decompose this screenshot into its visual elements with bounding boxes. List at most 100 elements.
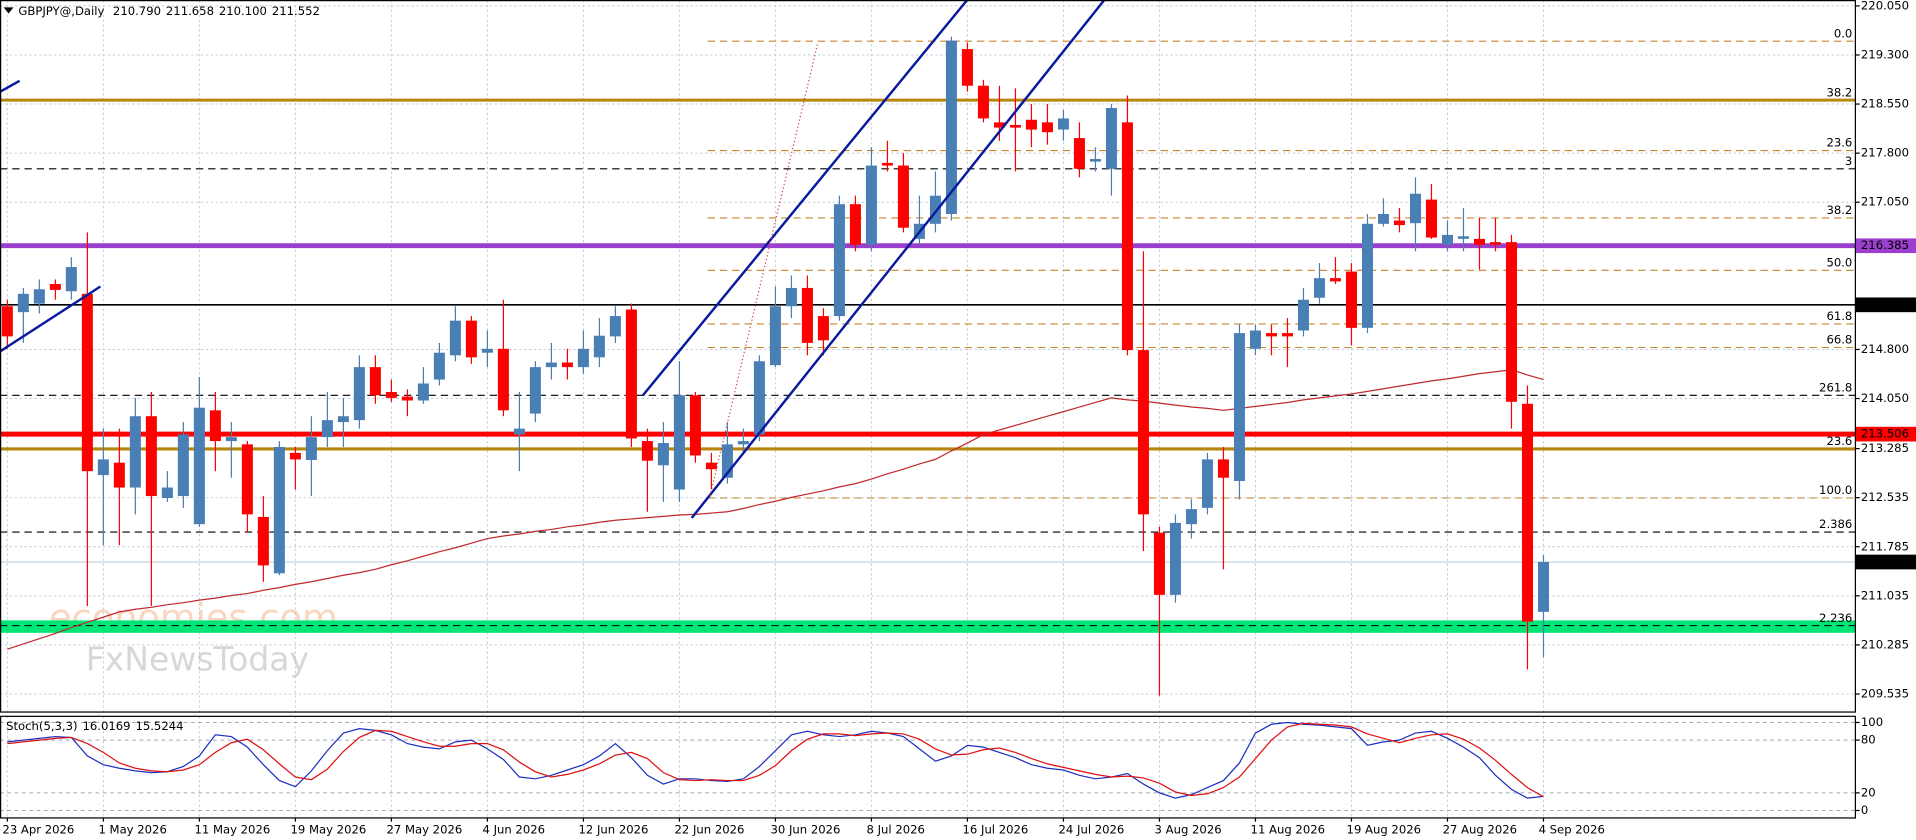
candle-body — [1409, 193, 1421, 224]
candle-body — [1265, 333, 1277, 337]
stoch-line — [7, 722, 1544, 798]
candle-body — [1041, 122, 1053, 133]
candle-body — [1393, 220, 1405, 226]
candle-body — [593, 335, 605, 358]
candle-body — [673, 395, 685, 490]
x-tick-label: 19 Aug 2026 — [1347, 823, 1421, 837]
x-tick-label: 4 Jun 2026 — [482, 823, 545, 837]
candle-body — [1361, 223, 1373, 328]
candle-body — [801, 287, 813, 343]
candle-body — [1489, 242, 1501, 245]
candle-body — [1201, 459, 1213, 508]
x-tick-label: 24 Jul 2026 — [1059, 823, 1125, 837]
price-tag — [1856, 426, 1916, 442]
candle-body — [609, 316, 621, 337]
candle-body — [1217, 459, 1229, 478]
level-label: 3 — [1845, 154, 1852, 168]
level-label: 38.2 — [1826, 203, 1852, 217]
candle-body — [161, 487, 173, 499]
candle-body — [1089, 159, 1101, 162]
candle-body — [513, 428, 525, 435]
candle-body — [17, 293, 29, 313]
x-tick-label: 3 Aug 2026 — [1155, 823, 1222, 837]
menu-arrow[interactable] — [3, 7, 14, 14]
price-tag-label: 211.552 — [1861, 555, 1909, 569]
candle-body — [449, 320, 461, 356]
candle-body — [1457, 236, 1469, 239]
ohlc-open: 210.790 — [113, 4, 161, 18]
candle-body — [1441, 234, 1453, 245]
candle-body — [993, 122, 1005, 128]
candle-body — [657, 443, 669, 466]
trendlines — [0, 0, 1106, 519]
candle-body — [689, 395, 701, 456]
candle-body — [1121, 122, 1133, 351]
candle-body — [481, 348, 493, 353]
candle-body — [289, 452, 301, 460]
moving-average — [7, 369, 1544, 650]
candle-body — [1137, 350, 1149, 515]
candle-body — [737, 441, 749, 445]
level-label: 2.236 — [1819, 611, 1852, 625]
price-tag-label: 215.482 — [1861, 297, 1909, 311]
indicator-title: Stoch(5,3,3) — [6, 719, 77, 733]
candle-body — [129, 416, 141, 488]
candle-body — [961, 49, 973, 86]
y-tick-label: 217.050 — [1861, 195, 1909, 209]
candle-body — [1377, 213, 1389, 224]
candle-body — [1249, 330, 1261, 349]
stoch-k-value: 16.0169 — [82, 719, 130, 733]
candle-body — [369, 367, 381, 396]
y-tick-label: 214.050 — [1861, 391, 1909, 405]
x-tick-label: 30 Jun 2026 — [771, 823, 841, 837]
x-tick-label: 16 Jul 2026 — [963, 823, 1029, 837]
candle-body — [65, 266, 77, 292]
candle-body — [385, 391, 397, 398]
candle-body — [337, 416, 349, 423]
candle-body — [1425, 199, 1437, 238]
candle-body — [1057, 118, 1069, 130]
level-label: 2.386 — [1819, 517, 1852, 531]
candle-body — [81, 293, 93, 472]
candle-body — [1233, 333, 1245, 481]
y-tick-label: 0 — [1861, 803, 1868, 817]
candle-body — [1153, 532, 1165, 595]
candle-body — [1537, 562, 1549, 612]
price-tag-label: 216.385 — [1861, 238, 1909, 252]
y-tick-label: 80 — [1861, 733, 1876, 747]
candle-body — [1073, 138, 1085, 169]
candle-body — [353, 367, 365, 421]
candle-body — [1185, 509, 1197, 525]
candle-body — [1025, 119, 1037, 130]
data-layer: 0.0 23.6 3 38.2 50.0 61.8 66.8 261.8 100.0 2.386 2… — [0, 26, 1857, 799]
candle-body — [1169, 522, 1181, 595]
candle-body — [833, 204, 845, 317]
candle-body — [529, 367, 541, 414]
channel-line — [690, 0, 1106, 519]
x-tick-label: 22 Jun 2026 — [675, 823, 745, 837]
candle-body — [241, 444, 253, 515]
y-tick-label: 214.800 — [1861, 342, 1909, 356]
candle-body — [545, 362, 557, 368]
candle-body — [465, 320, 477, 358]
level-label: 66.8 — [1826, 333, 1852, 347]
candle-body — [49, 284, 61, 290]
level-label: 0.0 — [1834, 26, 1852, 40]
candle-body — [1009, 124, 1021, 128]
y-tick-label: 210.285 — [1861, 637, 1909, 651]
x-tick-label: 11 May 2026 — [194, 823, 270, 837]
x-tick-label: 23 Apr 2026 — [2, 823, 74, 837]
candle-body — [625, 309, 637, 439]
level-label: 100.0 — [1819, 483, 1852, 497]
y-tick-label: 218.550 — [1861, 97, 1909, 111]
y-tick-label: 213.285 — [1861, 441, 1909, 455]
price-tag — [1856, 554, 1916, 570]
candle-body — [1, 306, 13, 337]
candle-body — [305, 437, 317, 461]
price-tag — [1856, 238, 1916, 254]
stoch-panel-frame — [0, 715, 1857, 819]
ohlc-close: 211.552 — [272, 4, 320, 18]
ohlc-high: 211.658 — [166, 4, 214, 18]
candle-body — [561, 362, 573, 368]
